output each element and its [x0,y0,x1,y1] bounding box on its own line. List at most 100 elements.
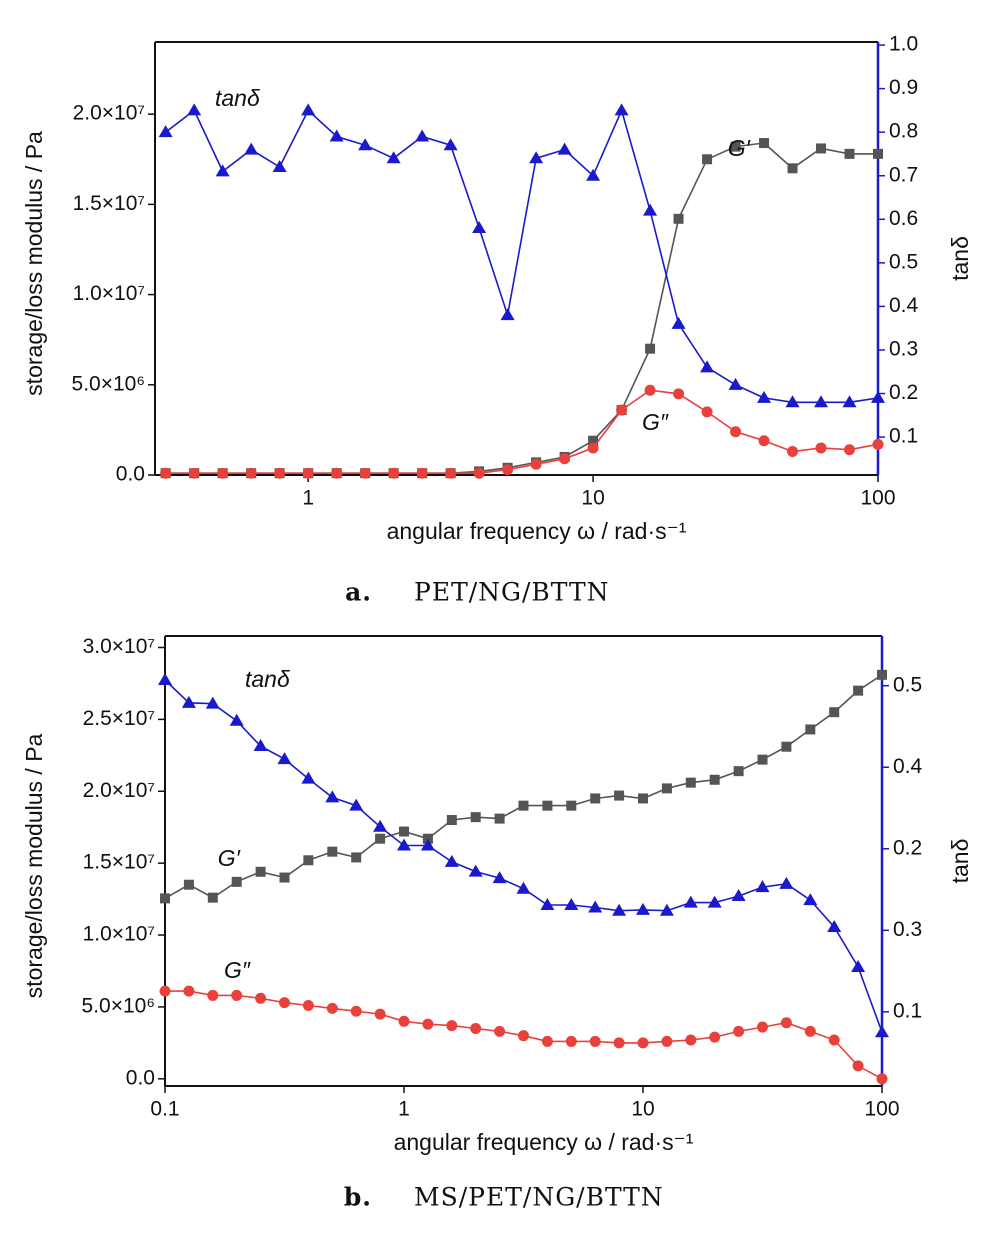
marker [661,1035,673,1047]
marker [158,125,173,138]
marker [685,777,696,788]
marker [804,1025,816,1037]
marker [757,754,768,765]
marker [557,142,572,155]
y-tick-label: 5.0×10⁶ [82,994,155,1017]
y2-tick-label: 0.4 [889,294,919,317]
y-axis-label: storage/loss modulus / Pa [21,131,47,396]
marker [215,164,230,177]
marker [540,898,555,911]
marker [329,129,344,142]
marker [472,221,487,234]
marker [803,893,818,906]
series-annotation: G″ [642,409,669,435]
marker [564,898,579,911]
marker [588,900,603,913]
marker [733,766,744,777]
marker [541,1035,553,1047]
marker [709,774,720,785]
marker [875,1025,889,1038]
marker [787,163,798,174]
marker [709,1031,721,1043]
marker [351,852,362,863]
marker [616,404,628,416]
marker [700,360,715,373]
marker [160,467,172,479]
marker [158,673,172,686]
marker [443,138,458,151]
marker [787,446,799,458]
marker [231,989,243,1001]
marker [614,790,625,801]
y2-tick-label: 1.0 [889,33,918,56]
marker [685,1034,697,1046]
marker [781,741,792,752]
marker [871,390,885,403]
series-line [165,142,878,475]
marker [415,129,430,142]
marker [444,854,459,867]
x-tick-label: 10 [631,1098,654,1121]
marker [730,141,741,152]
marker [779,876,794,889]
y2-axis-label: tanδ [947,839,973,884]
marker [187,103,202,116]
y-tick-label: 1.0×10⁷ [83,923,155,946]
marker [829,707,840,718]
marker [302,467,314,479]
marker [207,892,218,903]
marker [253,739,268,752]
marker [542,800,553,811]
y2-tick-label: 0.5 [889,250,918,273]
caption-label: b. [344,1183,372,1212]
marker [399,826,409,837]
marker [279,872,290,883]
series-line [165,389,879,475]
marker [643,203,658,216]
marker [614,103,629,116]
y-tick-label: 2.5×10⁷ [83,707,155,730]
marker [659,903,674,916]
marker [244,142,259,155]
marker [492,871,507,884]
marker [375,833,386,844]
marker [302,999,314,1011]
marker [733,1025,745,1037]
marker [327,846,338,857]
marker [529,151,544,164]
marker [852,1060,864,1072]
marker [842,395,857,408]
marker [500,308,515,321]
marker [872,438,884,450]
marker [671,316,686,329]
marker [805,724,816,735]
marker [780,1017,792,1029]
marker [590,793,601,804]
series-line [164,679,883,1033]
y2-tick-label: 0.5 [893,673,922,696]
marker [326,1002,338,1014]
x-tick-label: 100 [864,1098,899,1121]
marker [827,920,842,933]
marker [349,798,364,811]
y2-tick-label: 0.2 [889,381,918,404]
y2-tick-label: 0.9 [889,76,918,99]
marker [565,1035,577,1047]
x-axis-label: angular frequency ω / rad·s⁻¹ [394,1129,694,1155]
marker [673,213,684,224]
y2-tick-label: 0.4 [893,755,923,778]
x-axis-label: angular frequency ω / rad·s⁻¹ [387,518,687,544]
marker [877,669,887,680]
marker [701,406,713,418]
marker [470,1022,482,1034]
marker [588,435,599,446]
marker [274,467,286,479]
marker [160,893,170,904]
marker [757,390,772,403]
marker [516,881,531,894]
y2-axis-label: tanδ [947,236,973,281]
y-tick-label: 0.0 [126,1066,155,1089]
marker [502,464,514,476]
marker [638,793,648,804]
